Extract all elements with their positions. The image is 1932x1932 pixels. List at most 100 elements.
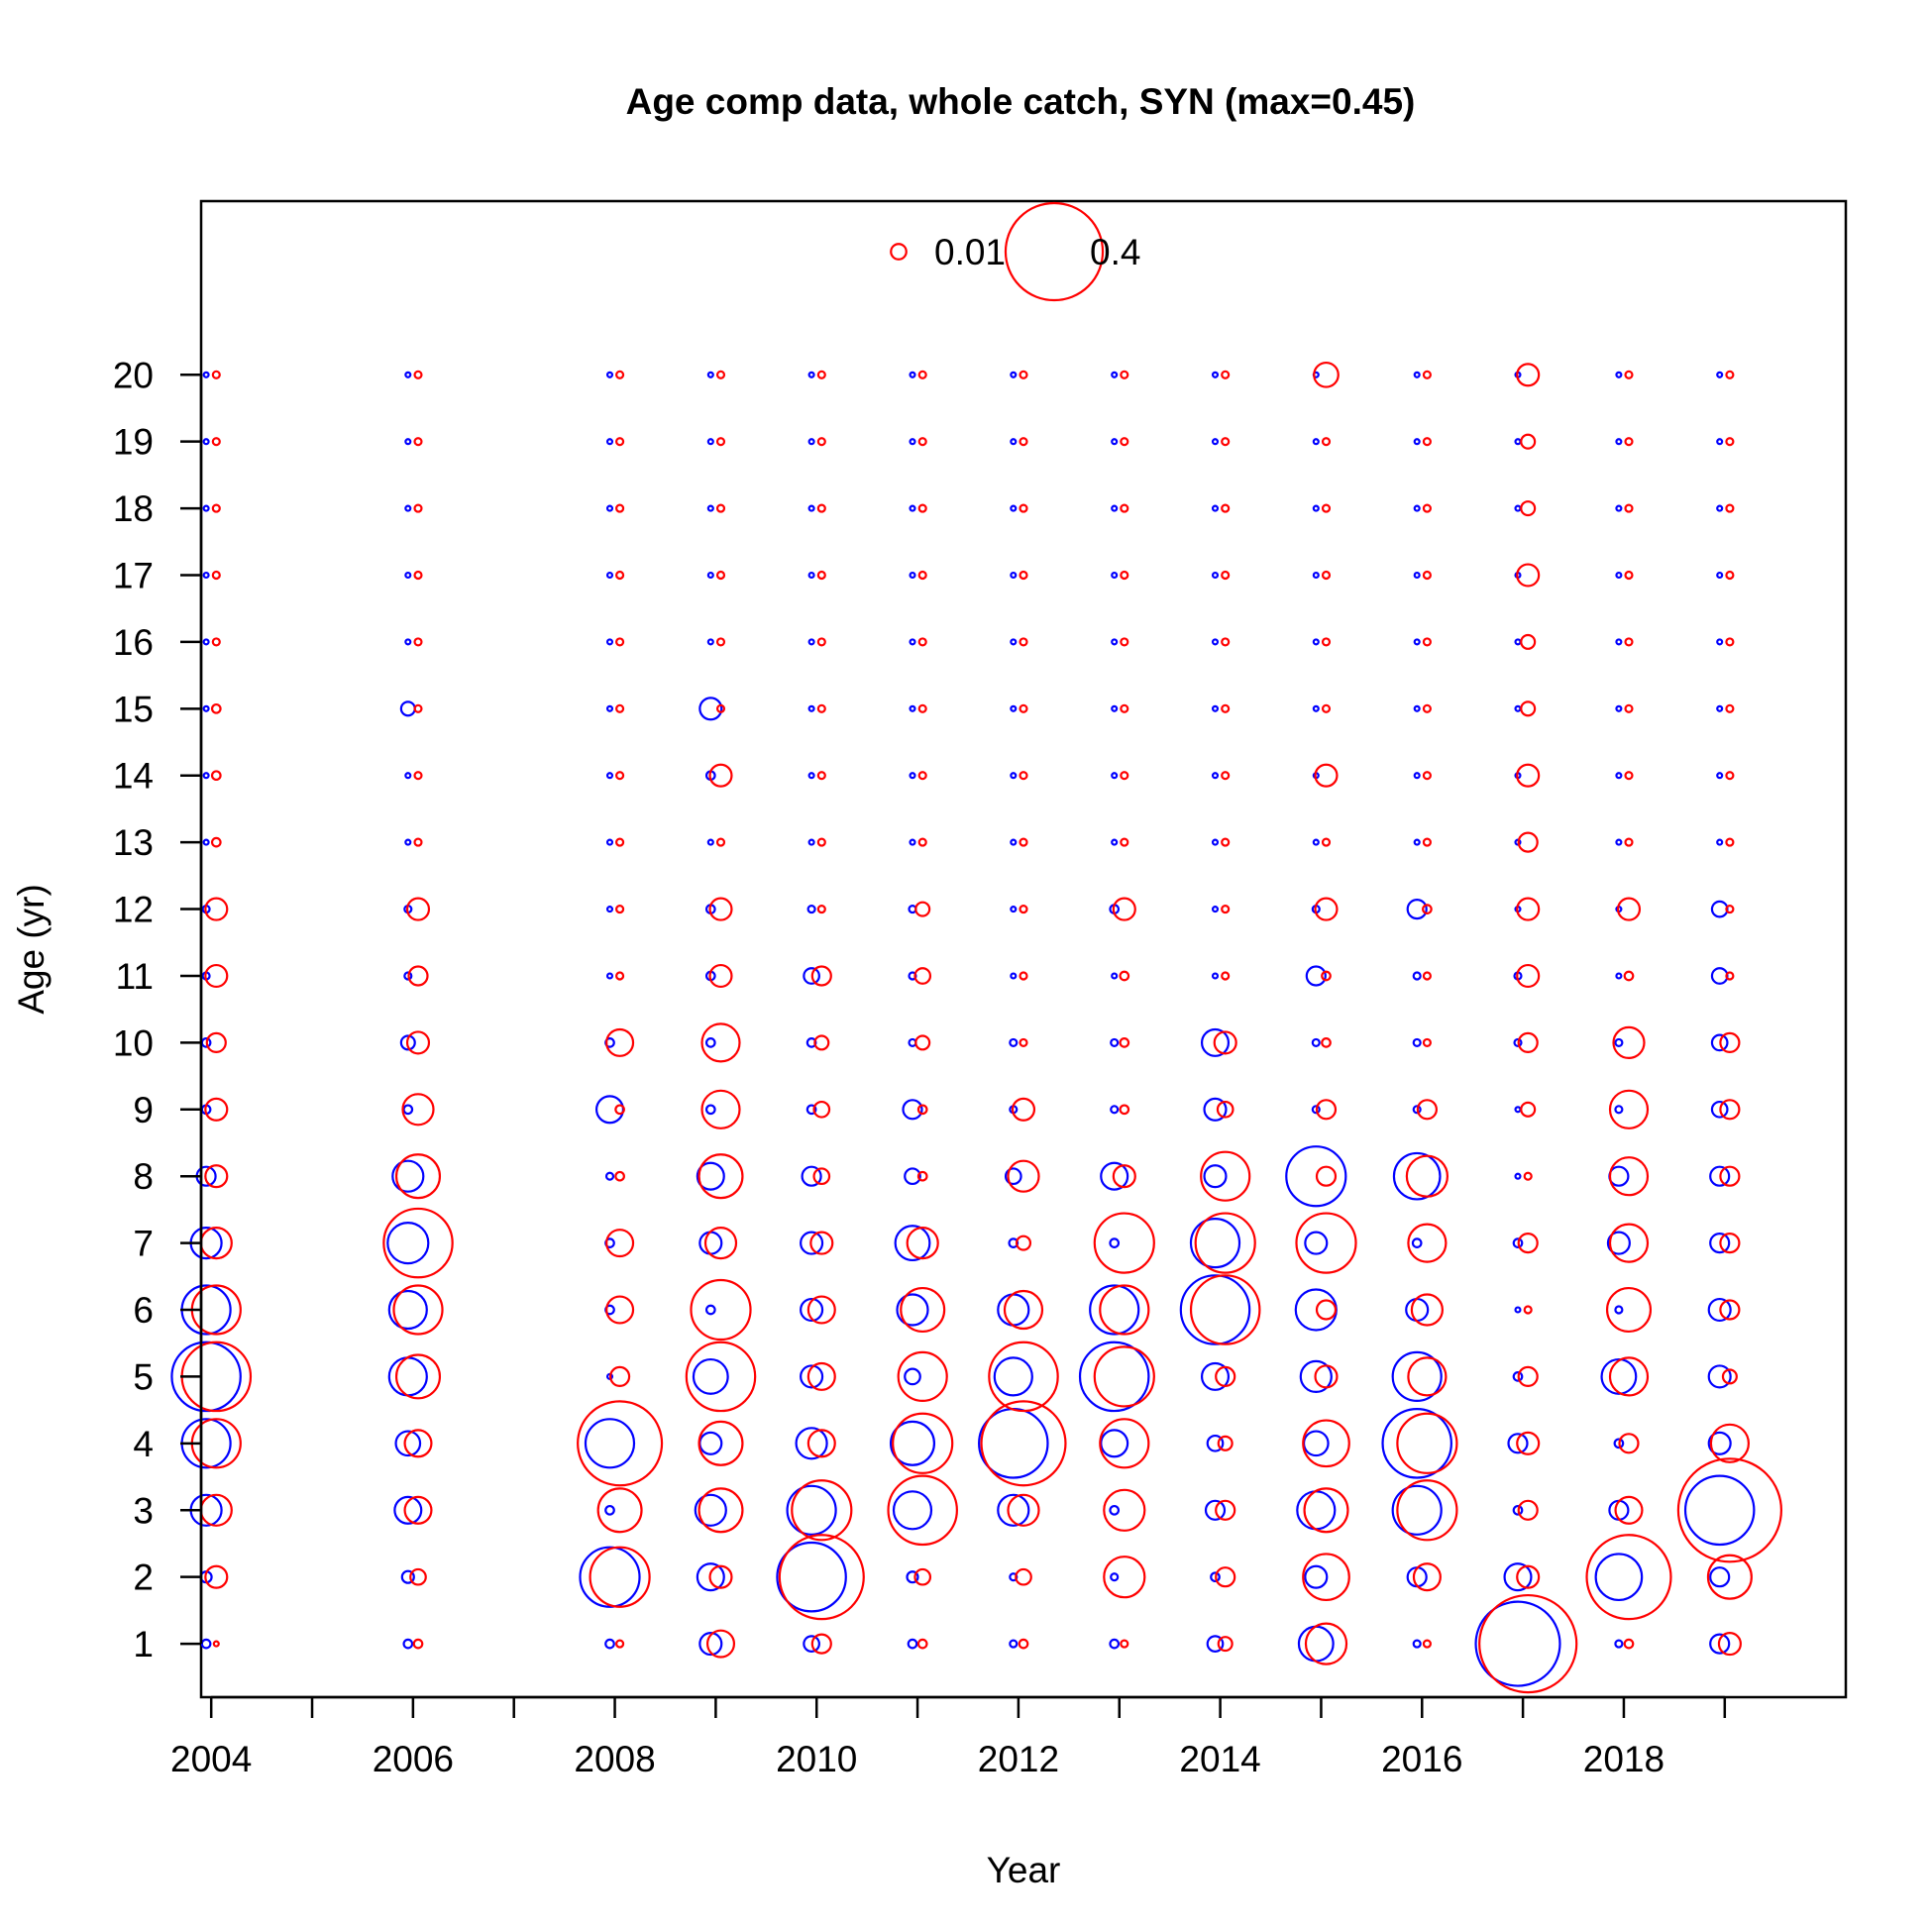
bubble-s1-2017-age15 <box>1520 700 1537 717</box>
bubble-s0-2013-age17 <box>1111 571 1119 580</box>
bubble-s1-2009-age20 <box>715 370 726 379</box>
bubble-s0-2009-age20 <box>706 371 714 378</box>
bubble-s1-2012-age9 <box>1011 1097 1036 1122</box>
bubble-s0-2011-age6 <box>896 1293 929 1327</box>
bubble-s1-2011-age15 <box>917 703 927 713</box>
bubble-s1-2009-age14 <box>708 763 733 788</box>
bubble-s1-2013-age11 <box>1119 970 1130 982</box>
bubble-s1-2016-age19 <box>1422 437 1432 447</box>
y-tick-label: 15 <box>113 689 154 729</box>
bubble-s1-2011-age3 <box>887 1474 958 1547</box>
bubble-s0-2013-age14 <box>1111 772 1119 780</box>
bubble-s1-2006-age11 <box>407 965 429 987</box>
bubble-s0-2017-age8 <box>1514 1172 1522 1180</box>
bubble-s0-2013-age8 <box>1100 1161 1129 1191</box>
bubble-s0-2015-age11 <box>1305 965 1327 987</box>
bubble-s0-2008-age12 <box>605 906 614 913</box>
bubble-s1-2012-age14 <box>1019 771 1028 781</box>
bubble-s1-2004-age10 <box>205 1031 227 1053</box>
bubble-s1-2009-age11 <box>708 963 733 989</box>
bubble-s0-2010-age14 <box>807 772 815 780</box>
bubble-s1-2009-age15 <box>715 703 726 713</box>
bubble-s0-2011-age18 <box>909 504 916 512</box>
bubble-s0-2016-age17 <box>1413 571 1421 580</box>
bubble-s1-2013-age17 <box>1120 570 1129 581</box>
bubble-s1-2016-age7 <box>1407 1223 1448 1263</box>
bubble-s0-2019-age14 <box>1716 772 1724 780</box>
bubble-s0-2012-age15 <box>1010 704 1018 712</box>
bubble-s0-2014-age4 <box>1206 1434 1225 1452</box>
bubble-s1-2011-age16 <box>917 637 927 647</box>
bubble-s1-2006-age20 <box>413 370 423 379</box>
bubble-s1-2004-age15 <box>210 702 222 714</box>
bubble-s1-2006-age1 <box>412 1638 424 1650</box>
bubble-s0-2012-age8 <box>1004 1167 1022 1186</box>
bubble-s0-2019-age1 <box>1709 1633 1731 1655</box>
bubble-s1-2012-age19 <box>1019 437 1028 447</box>
bubble-s1-2010-age1 <box>810 1633 832 1655</box>
bubble-s0-2019-age5 <box>1707 1364 1732 1389</box>
bubble-s1-2013-age18 <box>1120 503 1129 513</box>
bubble-s1-2009-age1 <box>705 1629 736 1659</box>
bubble-s0-2018-age16 <box>1615 638 1623 646</box>
y-axis-label: Age (yr) <box>11 884 52 1015</box>
bubble-s0-2018-age9 <box>1614 1105 1624 1115</box>
bubble-s1-2010-age4 <box>806 1429 836 1458</box>
bubble-s1-2016-age10 <box>1422 1037 1432 1047</box>
bubble-s0-2006-age11 <box>403 971 413 981</box>
bubble-s1-2013-age13 <box>1120 837 1129 847</box>
bubble-s0-2008-age17 <box>605 571 614 580</box>
bubble-s1-2012-age15 <box>1019 703 1028 713</box>
bubble-s0-2009-age19 <box>706 438 714 446</box>
bubble-s0-2016-age19 <box>1413 438 1421 446</box>
bubble-s1-2014-age6 <box>1189 1274 1261 1345</box>
x-tick-label: 2006 <box>373 1739 454 1779</box>
bubble-s1-2018-age16 <box>1624 637 1634 647</box>
bubble-s1-2015-age1 <box>1304 1622 1348 1665</box>
bubble-s1-2015-age7 <box>1295 1212 1357 1274</box>
x-axis: 2004 2006 2008 2010 2012 2014 2016 2018 <box>170 1695 1727 1779</box>
bubble-s1-2009-age10 <box>700 1022 741 1063</box>
legend-marker-small <box>890 243 908 261</box>
bubble-s1-2012-age2 <box>1015 1567 1032 1586</box>
bubble-s1-2017-age14 <box>1516 763 1541 788</box>
bubble-s0-2012-age3 <box>997 1493 1030 1527</box>
bubble-s1-2019-age17 <box>1725 570 1735 581</box>
x-tick-label: 2012 <box>978 1739 1059 1779</box>
bubble-s1-2010-age8 <box>812 1167 831 1186</box>
bubble-s0-2009-age17 <box>706 571 714 580</box>
bubble-s0-2011-age17 <box>909 571 916 580</box>
bubble-s1-2016-age15 <box>1422 703 1432 713</box>
bubble-s0-2019-age17 <box>1716 571 1724 580</box>
bubble-s1-2017-age10 <box>1517 1031 1539 1053</box>
bubble-s1-2019-age4 <box>1709 1423 1750 1463</box>
bubble-s1-2010-age14 <box>816 771 826 781</box>
x-tick-label: 2004 <box>170 1739 252 1779</box>
bubble-s0-2004-age13 <box>202 838 210 846</box>
bubble-s0-2006-age6 <box>387 1289 428 1331</box>
bubble-s0-2017-age4 <box>1507 1433 1529 1454</box>
bubble-s0-2016-age7 <box>1411 1237 1423 1248</box>
bubble-s0-2015-age4 <box>1302 1430 1330 1457</box>
bubbles <box>170 361 1783 1694</box>
bubble-s1-2009-age5 <box>685 1341 757 1413</box>
bubble-s0-2013-age1 <box>1109 1638 1121 1650</box>
bubble-s0-2018-age18 <box>1615 504 1623 512</box>
y-tick-label: 1 <box>133 1624 154 1664</box>
bubble-s0-2010-age4 <box>795 1427 828 1460</box>
bubble-s1-2015-age18 <box>1321 503 1332 513</box>
bubble-s1-2011-age17 <box>917 570 927 581</box>
bubble-s0-2014-age16 <box>1211 638 1220 646</box>
bubble-s1-2016-age4 <box>1396 1412 1458 1474</box>
x-tick-label: 2008 <box>574 1739 655 1779</box>
bubble-s1-2006-age15 <box>413 703 423 713</box>
bubble-s0-2006-age2 <box>400 1569 415 1584</box>
bubble-s0-2006-age14 <box>404 772 412 780</box>
bubble-s1-2012-age17 <box>1019 570 1028 581</box>
bubble-s1-2009-age18 <box>715 503 726 513</box>
bubble-s1-2006-age6 <box>392 1284 444 1336</box>
bubble-s0-2006-age3 <box>393 1495 423 1525</box>
bubble-s0-2012-age14 <box>1010 772 1018 780</box>
bubble-s0-2008-age11 <box>605 972 614 980</box>
bubble-s0-2014-age18 <box>1211 504 1220 512</box>
